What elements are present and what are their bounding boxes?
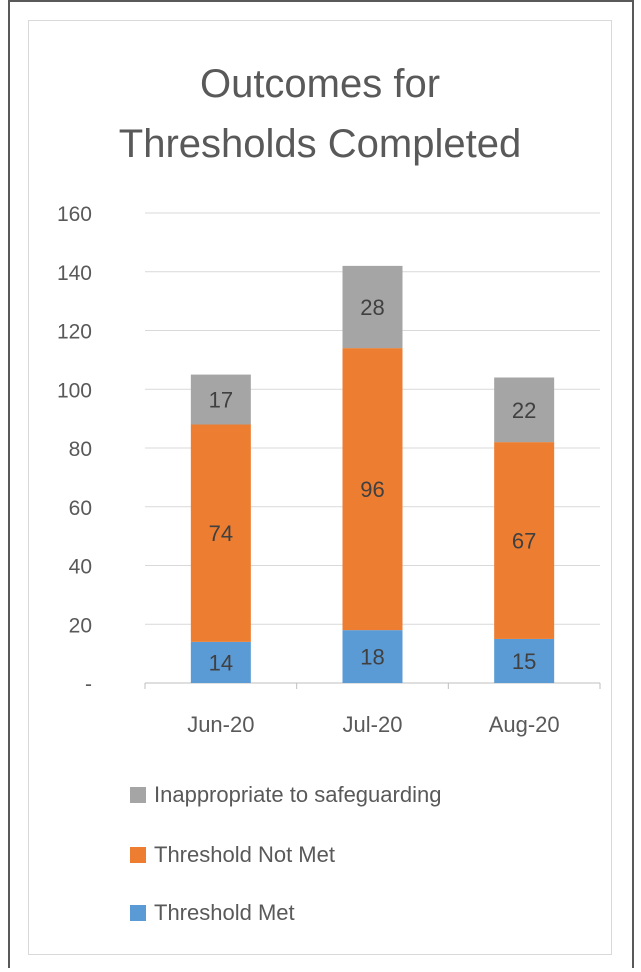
y-tick-label: 120 — [57, 321, 92, 344]
data-label: 17 — [209, 388, 233, 413]
legend-item-inappropriate: Inappropriate to safeguarding — [130, 782, 441, 808]
bar-segment — [190, 374, 251, 425]
chart-title-line-1: Outcomes for — [199, 62, 441, 106]
data-label: 15 — [512, 649, 536, 674]
chart-frame — [8, 0, 634, 968]
legend-swatch-gray — [130, 787, 146, 803]
data-label: 67 — [512, 529, 536, 554]
data-label: 28 — [360, 295, 384, 320]
data-label: 74 — [209, 521, 233, 546]
legend-item-threshold-not-met: Threshold Not Met — [130, 842, 335, 868]
y-tick-label: 60 — [69, 497, 92, 520]
data-label: 96 — [360, 477, 384, 502]
chart-title-line-2: Thresholds Completed — [118, 122, 522, 166]
data-label: 14 — [209, 650, 233, 675]
bar-segment — [494, 377, 555, 443]
data-label: 18 — [360, 645, 384, 670]
bar-segment — [494, 442, 555, 639]
y-tick-label: - — [85, 673, 92, 696]
bar-segment — [190, 424, 251, 642]
legend-label: Inappropriate to safeguarding — [154, 782, 442, 807]
legend-swatch-blue — [130, 905, 146, 921]
y-tick-label: 140 — [57, 262, 92, 285]
legend-item-threshold-met: Threshold Met — [130, 900, 295, 926]
y-tick-label: 20 — [69, 614, 92, 637]
legend-label: Threshold Not Met — [154, 842, 335, 867]
bar-segment — [494, 638, 555, 683]
bar-segment — [190, 641, 251, 683]
legend-label: Threshold Met — [154, 900, 295, 925]
data-label: 22 — [512, 398, 536, 423]
x-tick-label: Jul-20 — [343, 712, 403, 737]
y-tick-label: 40 — [69, 556, 92, 579]
y-tick-label: 100 — [57, 379, 92, 402]
bar-segment — [342, 265, 403, 349]
bar-segment — [342, 630, 403, 683]
bar-segment — [342, 348, 403, 631]
x-tick-label: Aug-20 — [489, 712, 560, 737]
y-tick-label: 160 — [57, 203, 92, 226]
legend-swatch-orange — [130, 847, 146, 863]
x-tick-label: Jun-20 — [187, 712, 254, 737]
y-tick-label: 80 — [69, 438, 92, 461]
